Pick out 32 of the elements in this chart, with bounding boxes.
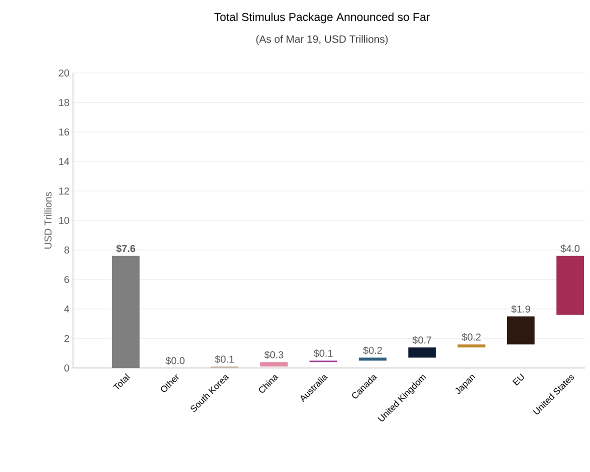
data-label: $0.2 [363,346,382,354]
data-label: $0.0 [166,356,185,365]
data-label: $0.1 [215,355,234,364]
bar [556,256,584,315]
data-label: $0.3 [264,350,284,359]
bar [458,344,486,348]
y-tick-label: 0 [64,364,70,372]
y-tick-label: 20 [58,69,70,77]
data-label: $0.7 [412,336,432,344]
y-tick-label: 10 [59,216,70,224]
data-label: $1.9 [511,305,530,314]
y-tick-label: 2 [64,335,69,342]
chart-subtitle: (As of Mar 19, USD Trillions) [256,35,388,45]
bar [260,362,288,367]
bar [408,347,436,358]
bar [358,358,387,361]
y-tick-label: 16 [59,128,70,136]
bar [112,256,140,368]
bar [507,316,535,344]
chart-title: Total Stimulus Package Announced so Far [214,12,430,24]
x-tick-label: EU [512,373,524,386]
y-tick-label: 14 [59,158,70,165]
data-label: $7.6 [116,244,136,253]
y-tick-label: 4 [64,306,70,312]
y-tick-label: 8 [64,246,70,254]
data-label: $0.1 [314,349,333,358]
y-tick-label: 18 [59,98,70,106]
y-axis-title: USD Trillions [44,192,52,249]
y-tick-label: 6 [64,276,70,284]
data-label: $4.0 [560,244,580,253]
y-tick-label: 12 [59,188,69,194]
data-label: $0.2 [462,333,481,342]
